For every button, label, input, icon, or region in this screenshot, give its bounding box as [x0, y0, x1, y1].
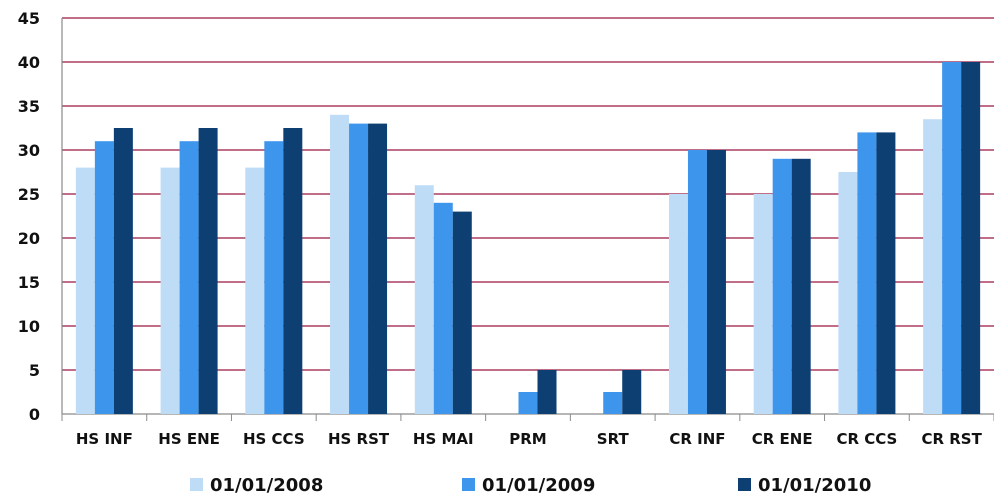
- y-tick-label: 45: [18, 9, 40, 28]
- bar: [113, 128, 133, 414]
- y-tick-label: 0: [29, 405, 40, 424]
- x-tick-label: CR ENE: [752, 430, 813, 448]
- legend: 01/01/2008 01/01/2009 01/01/2010: [190, 475, 871, 494]
- x-tick-label: HS RST: [328, 430, 390, 448]
- bars: [75, 62, 981, 415]
- bar: [838, 172, 858, 414]
- bar: [179, 141, 199, 414]
- bar: [772, 158, 792, 414]
- legend-swatch: [738, 478, 751, 491]
- y-tick-label: 40: [18, 53, 40, 72]
- legend-label: 01/01/2008: [210, 475, 323, 494]
- x-tick-label: HS CCS: [243, 430, 305, 448]
- bar: [264, 141, 284, 414]
- axes: [61, 18, 994, 421]
- x-tick-label: PRM: [509, 430, 546, 448]
- y-tick-label: 25: [18, 185, 40, 204]
- x-tick-label: CR CCS: [836, 430, 897, 448]
- bar: [518, 392, 538, 414]
- bar: [94, 141, 114, 414]
- y-tick-label: 35: [18, 97, 40, 116]
- y-tick-label: 20: [18, 229, 40, 248]
- bar: [603, 392, 623, 414]
- bar: [687, 150, 707, 414]
- x-tick-label: CR INF: [669, 430, 725, 448]
- bar: [923, 119, 943, 414]
- bar: [368, 123, 388, 414]
- bar: [668, 194, 688, 414]
- bar: [75, 167, 95, 414]
- legend-swatch: [462, 478, 475, 491]
- legend-label: 01/01/2009: [482, 475, 595, 494]
- bar: [160, 167, 180, 414]
- x-tick-label: CR RST: [921, 430, 982, 448]
- x-tick-label: HS MAI: [413, 430, 474, 448]
- bar: [198, 128, 218, 414]
- x-tick-label: HS ENE: [158, 430, 220, 448]
- bar: [330, 114, 350, 415]
- legend-swatch: [190, 478, 203, 491]
- y-tick-label: 15: [18, 273, 40, 292]
- bar: [876, 132, 896, 414]
- bar: [942, 62, 962, 414]
- bar: [283, 128, 303, 414]
- bar: [537, 370, 557, 414]
- bar: [433, 202, 453, 414]
- bar: [349, 123, 369, 414]
- y-axis-ticks: 0 5 10 15 20 25 30 35 40 45: [18, 9, 40, 424]
- bar: [857, 132, 877, 414]
- bar: [791, 158, 811, 414]
- bar: [414, 185, 434, 414]
- x-axis-ticks: HS INF HS ENE HS CCS HS RST HS MAI PRM SRT CR I…: [76, 430, 983, 448]
- bar: [622, 370, 642, 414]
- y-tick-label: 10: [18, 317, 40, 336]
- x-tick-label: SRT: [597, 430, 630, 448]
- x-tick-label: HS INF: [76, 430, 133, 448]
- y-tick-label: 30: [18, 141, 40, 160]
- bar: [245, 167, 265, 414]
- legend-label: 01/01/2010: [758, 475, 871, 494]
- y-tick-label: 5: [29, 361, 40, 380]
- bar: [961, 62, 981, 414]
- bar: [706, 150, 726, 414]
- bar: [753, 194, 773, 414]
- bar: [452, 211, 472, 414]
